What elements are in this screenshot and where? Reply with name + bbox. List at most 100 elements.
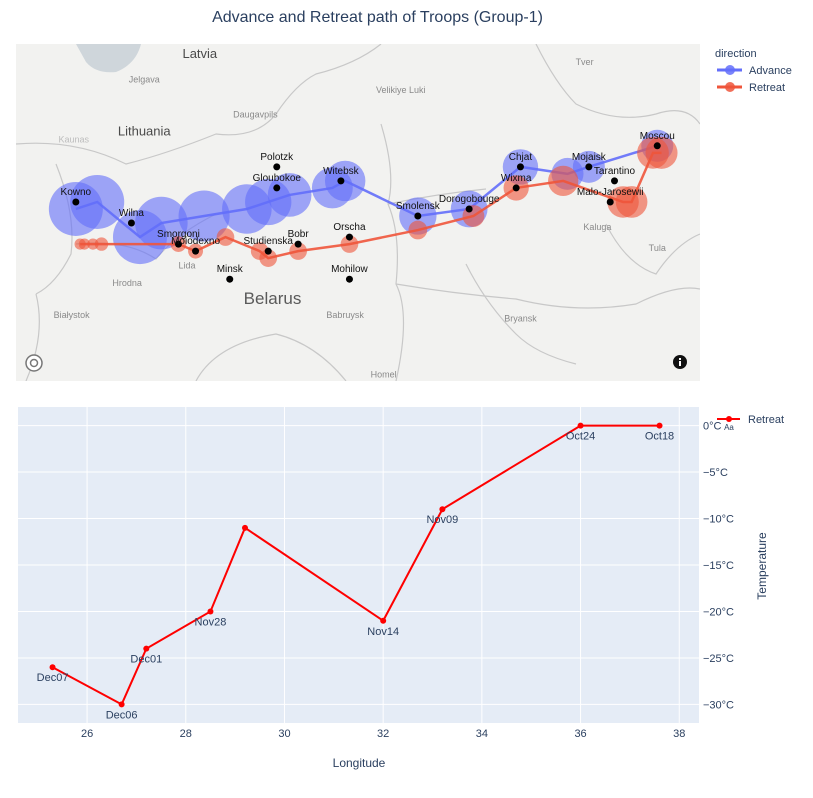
city-label: Orscha <box>333 222 366 233</box>
series-point[interactable] <box>49 664 56 671</box>
x-tick-label: 26 <box>81 728 93 740</box>
basemap-label: Homel <box>371 369 397 379</box>
city-dot <box>127 219 135 227</box>
city-label: Dorogobouge <box>439 194 500 205</box>
city-tarantino: Tarantino <box>594 166 636 185</box>
city-kowno: Kowno <box>61 187 92 206</box>
map-logo-icon[interactable] <box>25 354 43 372</box>
legend-label: Retreat <box>749 82 785 94</box>
city-minsk: Minsk <box>217 264 244 283</box>
legend-item-advance[interactable]: Advance <box>717 65 792 77</box>
city-label: Studienska <box>243 236 293 247</box>
city-wixma: Wixma <box>501 173 532 192</box>
retreat-marker[interactable] <box>74 238 86 250</box>
city-label: Moiodexno <box>171 236 220 247</box>
basemap-label: Tula <box>649 243 666 253</box>
basemap-label: Hrodna <box>112 278 142 288</box>
city-label: Smorgoni <box>157 229 200 240</box>
city-label: Tarantino <box>594 166 636 177</box>
line-legend[interactable]: Aa Retreat <box>717 414 784 432</box>
retreat-marker[interactable] <box>637 136 669 169</box>
info-icon[interactable] <box>673 355 687 369</box>
city-dot <box>192 247 200 255</box>
grid-lines <box>18 407 699 723</box>
x-tick-label: 32 <box>377 728 389 740</box>
city-dot <box>414 212 422 220</box>
y-tick-label: −20°C <box>703 606 734 618</box>
retreat-marker[interactable] <box>548 165 579 197</box>
map-panel[interactable]: Latvia Lithuania Belarus Jelgava Daugavpils V… <box>16 44 700 381</box>
city-label: Chjat <box>509 152 533 163</box>
y-tick-label: 0°C <box>703 421 722 433</box>
series-point[interactable] <box>439 506 446 513</box>
retreat-marker[interactable] <box>607 186 639 218</box>
city-label: Wixma <box>501 173 532 184</box>
city-dot <box>226 275 234 283</box>
basemap-label: Belarus <box>244 289 302 308</box>
advance-marker[interactable] <box>267 173 312 217</box>
retreat-marker[interactable] <box>250 242 269 260</box>
y-tick-label: −5°C <box>703 467 728 479</box>
retreat-marker[interactable] <box>289 242 307 260</box>
series-point[interactable] <box>143 645 150 652</box>
advance-marker[interactable] <box>70 174 125 229</box>
city-dot <box>345 233 353 241</box>
x-tick-label: 34 <box>476 728 488 740</box>
advance-path[interactable] <box>48 129 674 265</box>
advance-marker[interactable] <box>178 190 230 242</box>
city-label: Minsk <box>217 264 244 275</box>
y-tick-labels: 0°C −5°C −10°C −15°C −20°C −25°C −30°C <box>703 421 734 712</box>
city-dot <box>585 163 593 171</box>
advance-marker[interactable] <box>135 196 188 250</box>
retreat-marker[interactable] <box>87 238 99 250</box>
city-witebsk: Witebsk <box>323 166 360 185</box>
retreat-path[interactable] <box>74 136 678 267</box>
city-label: Moscou <box>640 131 675 142</box>
basemap-label: Jelgava <box>129 75 160 85</box>
city-label: Witebsk <box>323 166 360 177</box>
data-label: Dec01 <box>130 654 162 666</box>
sea-area <box>76 44 141 73</box>
basemap-label: Bryansk <box>504 313 537 323</box>
series-point[interactable] <box>118 701 125 708</box>
temperature-chart[interactable]: 26 28 30 32 34 36 38 0°C −5°C −10°C −15°C −20°C −25… <box>0 395 813 798</box>
retreat-marker[interactable] <box>94 237 109 251</box>
legend-item-retreat[interactable]: Retreat <box>717 82 785 94</box>
city-dot <box>264 247 272 255</box>
x-tick-label: 36 <box>574 728 586 740</box>
city-label: Gloubokoe <box>253 173 302 184</box>
legend-swatch-marker <box>725 65 735 75</box>
city-dot <box>345 275 353 283</box>
map-legend: direction Advance Retreat <box>715 48 792 94</box>
data-label: Dec07 <box>37 672 69 684</box>
y-tick-label: −15°C <box>703 560 734 572</box>
series-point[interactable] <box>577 422 584 429</box>
city-dot <box>606 198 614 206</box>
city-studienska: Studienska <box>243 236 293 255</box>
city-chjat: Chjat <box>509 152 533 171</box>
city-label: Kowno <box>61 187 92 198</box>
city-label: Mohilow <box>331 264 368 275</box>
retreat-marker[interactable] <box>340 235 359 253</box>
retreat-series[interactable]: Oct18 Oct24 Nov09 Nov14 Nov28 Dec01 Dec06 Dec07 <box>37 422 675 722</box>
x-tick-label: 30 <box>278 728 290 740</box>
series-point[interactable] <box>207 608 214 615</box>
chart-title: Advance and Retreat path of Troops (Grou… <box>212 9 543 26</box>
city-mojaisk: Mojaisk <box>572 152 607 171</box>
city-label: Mojaisk <box>572 152 607 163</box>
country-borders <box>16 44 700 381</box>
data-label: Nov09 <box>426 514 458 526</box>
series-point[interactable] <box>380 617 387 624</box>
advance-marker[interactable] <box>324 160 366 202</box>
basemap-label: Tver <box>576 57 594 67</box>
city-dorogobouge: Dorogobouge <box>439 194 500 213</box>
retreat-marker[interactable] <box>216 228 235 246</box>
city-dot <box>512 184 520 192</box>
series-point[interactable] <box>656 422 663 429</box>
basemap-label: Kaluga <box>583 222 611 232</box>
retreat-marker[interactable] <box>408 220 428 240</box>
city-mohilow: Mohilow <box>331 264 369 283</box>
series-point[interactable] <box>242 524 248 531</box>
basemap-labels: Latvia Lithuania Belarus Jelgava Daugavpils V… <box>54 46 666 379</box>
city-dot <box>516 163 524 171</box>
